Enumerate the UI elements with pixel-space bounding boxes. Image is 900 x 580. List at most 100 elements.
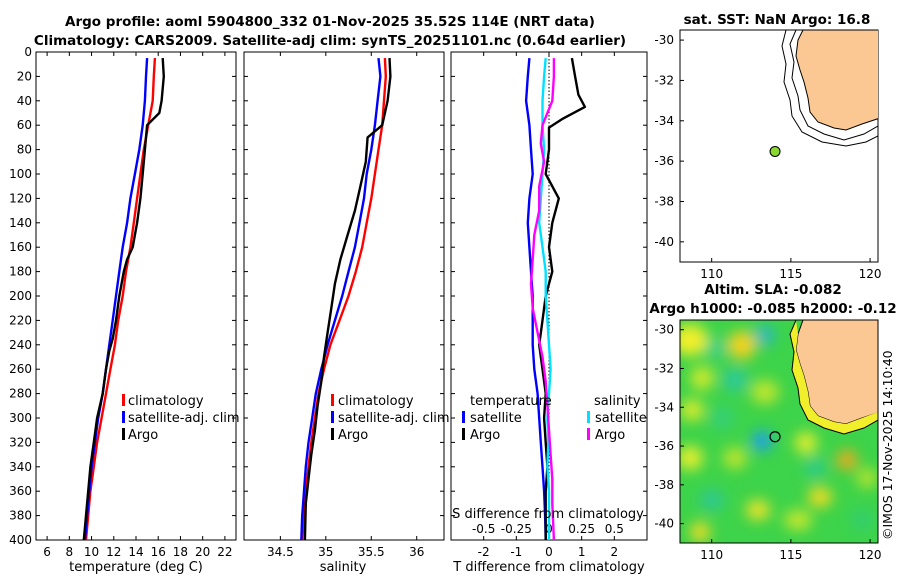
temperature-xlabel: temperature (deg C) [69, 560, 203, 575]
y-tick-label: 100 [9, 167, 32, 181]
difference-axes [450, 51, 648, 541]
map-y-tick-label: -34 [654, 400, 674, 414]
sla-anomalies [680, 324, 877, 542]
legend-marker-climatology [331, 394, 334, 406]
series-line-climatology [84, 58, 157, 540]
salinity-xlabel: salinity [320, 560, 367, 575]
imos-watermark: ©IMOS 17-Nov-2025 14:10:40 [880, 350, 895, 540]
sst-contour-1 [789, 30, 878, 141]
legend-salinity-heading: salinity [594, 394, 641, 409]
y-tick-label: 280 [9, 387, 32, 401]
y-tick-label: 360 [9, 484, 32, 498]
series-group [82, 58, 166, 540]
series-group [524, 52, 587, 540]
series-line-salinity-argo [529, 58, 556, 540]
sst-map: 110 115 120 -30 -32 -34 -36 -38 -40 [654, 29, 882, 281]
legend-marker-t-satellite [462, 411, 465, 423]
legend-marker-climatology [122, 394, 125, 406]
legend-satellite: satellite-adj. clim [338, 411, 450, 426]
salinity-axes [243, 51, 445, 541]
map-y-tick-label: -38 [654, 478, 674, 492]
series-line-climatology [301, 58, 387, 540]
y-tick-label: 180 [9, 265, 32, 279]
map-y-tick-label: -30 [654, 33, 674, 47]
sla-map-ticks: 110 115 120 -30 -32 -34 -36 -38 -40 [654, 323, 881, 562]
y-tick-label: 340 [9, 460, 32, 474]
axis-ticks: 6 8 10 12 14 16 18 20 22020406080100120140160180… [9, 45, 647, 559]
legend-marker-satellite [122, 411, 125, 423]
map-y-tick-label: -40 [654, 517, 674, 531]
legend-marker-satellite [331, 411, 334, 423]
y-tick-label: 260 [9, 362, 32, 376]
x-tick-label: 20 [195, 545, 210, 559]
x-tick-label: 18 [173, 545, 188, 559]
legend-s-argo: Argo [595, 428, 625, 443]
map-x-tick-label: 110 [700, 548, 723, 562]
x-tick-label: 10 [84, 545, 99, 559]
series-line-satellite-adj-clim [300, 57, 382, 540]
s-tick-label: 0.5 [605, 522, 624, 536]
legend-argo: Argo [338, 428, 368, 443]
salinity-legend: climatology satellite-adj. clim Argo [331, 394, 450, 443]
legend-s-satellite: satellite [595, 411, 647, 426]
legend-climatology: climatology [128, 394, 204, 409]
sla-title-1: Altim. SLA: -0.082 [704, 282, 841, 298]
x-tick-label: 8 [66, 545, 74, 559]
y-tick-label: 40 [17, 94, 32, 108]
legend-satellite: satellite-adj. clim [128, 411, 240, 426]
sst-title: sat. SST: NaN Argo: 16.8 [684, 12, 871, 28]
series-line-argo [82, 58, 166, 540]
sla-shelf [790, 320, 878, 434]
y-tick-label: 220 [9, 313, 32, 327]
sst-contour-2 [781, 30, 878, 147]
legend-climatology: climatology [338, 394, 414, 409]
map-y-tick-label: -38 [654, 194, 674, 208]
y-tick-label: 300 [9, 411, 32, 425]
sla-map: 110 115 120 -30 -32 -34 -36 -38 -40 [654, 319, 882, 562]
s-difference-label: S difference from climatology [452, 507, 644, 522]
x-tick-label: 0 [545, 545, 553, 559]
map-x-tick-label: 115 [779, 548, 802, 562]
x-tick-label: -1 [510, 545, 522, 559]
profile-lines [82, 52, 587, 540]
map-y-tick-label: -30 [654, 323, 674, 337]
s-tick-label: -0.5 [472, 522, 495, 536]
x-tick-label: 35 [318, 545, 333, 559]
y-tick-label: 320 [9, 435, 32, 449]
difference-legend: temperature satellite Argo salinity sate… [462, 394, 647, 443]
map-y-tick-label: -36 [654, 439, 674, 453]
map-x-tick-label: 120 [859, 267, 882, 281]
argo-location-marker [769, 145, 781, 157]
legend-marker-t-argo [462, 428, 465, 440]
x-tick-label: 2 [611, 545, 619, 559]
legend-temperature-heading: temperature [470, 394, 552, 409]
legend-marker-s-argo [587, 428, 590, 440]
map-y-tick-label: -34 [654, 114, 674, 128]
map-y-tick-label: -32 [654, 361, 674, 375]
legend-argo: Argo [128, 428, 158, 443]
difference-xlabel: T difference from climatology [452, 560, 645, 575]
map-y-tick-label: -40 [654, 235, 674, 249]
title-line-1: Argo profile: aoml 5904800_332 01-Nov-20… [65, 14, 595, 30]
sla-map-frame [679, 319, 879, 544]
y-tick-label: 0 [24, 45, 32, 59]
sst-land [795, 30, 878, 131]
temperature-axes [35, 51, 237, 541]
sla-title-2: Argo h1000: -0.085 h2000: -0.12 [649, 301, 896, 317]
y-tick-label: 120 [9, 191, 32, 205]
sla-contour-1 [789, 320, 878, 435]
legend-t-argo: Argo [470, 428, 500, 443]
x-tick-label: 6 [43, 545, 51, 559]
map-x-tick-label: 110 [700, 267, 723, 281]
y-tick-label: 200 [9, 289, 32, 303]
x-tick-label: 36 [409, 545, 424, 559]
y-tick-label: 140 [9, 216, 32, 230]
y-tick-label: 400 [9, 533, 32, 547]
x-tick-label: 22 [217, 545, 232, 559]
y-tick-label: 160 [9, 240, 32, 254]
y-tick-label: 240 [9, 338, 32, 352]
series-line-salinity-satellite [538, 57, 552, 540]
legend-marker-argo [122, 428, 125, 440]
x-tick-label: 1 [578, 545, 586, 559]
